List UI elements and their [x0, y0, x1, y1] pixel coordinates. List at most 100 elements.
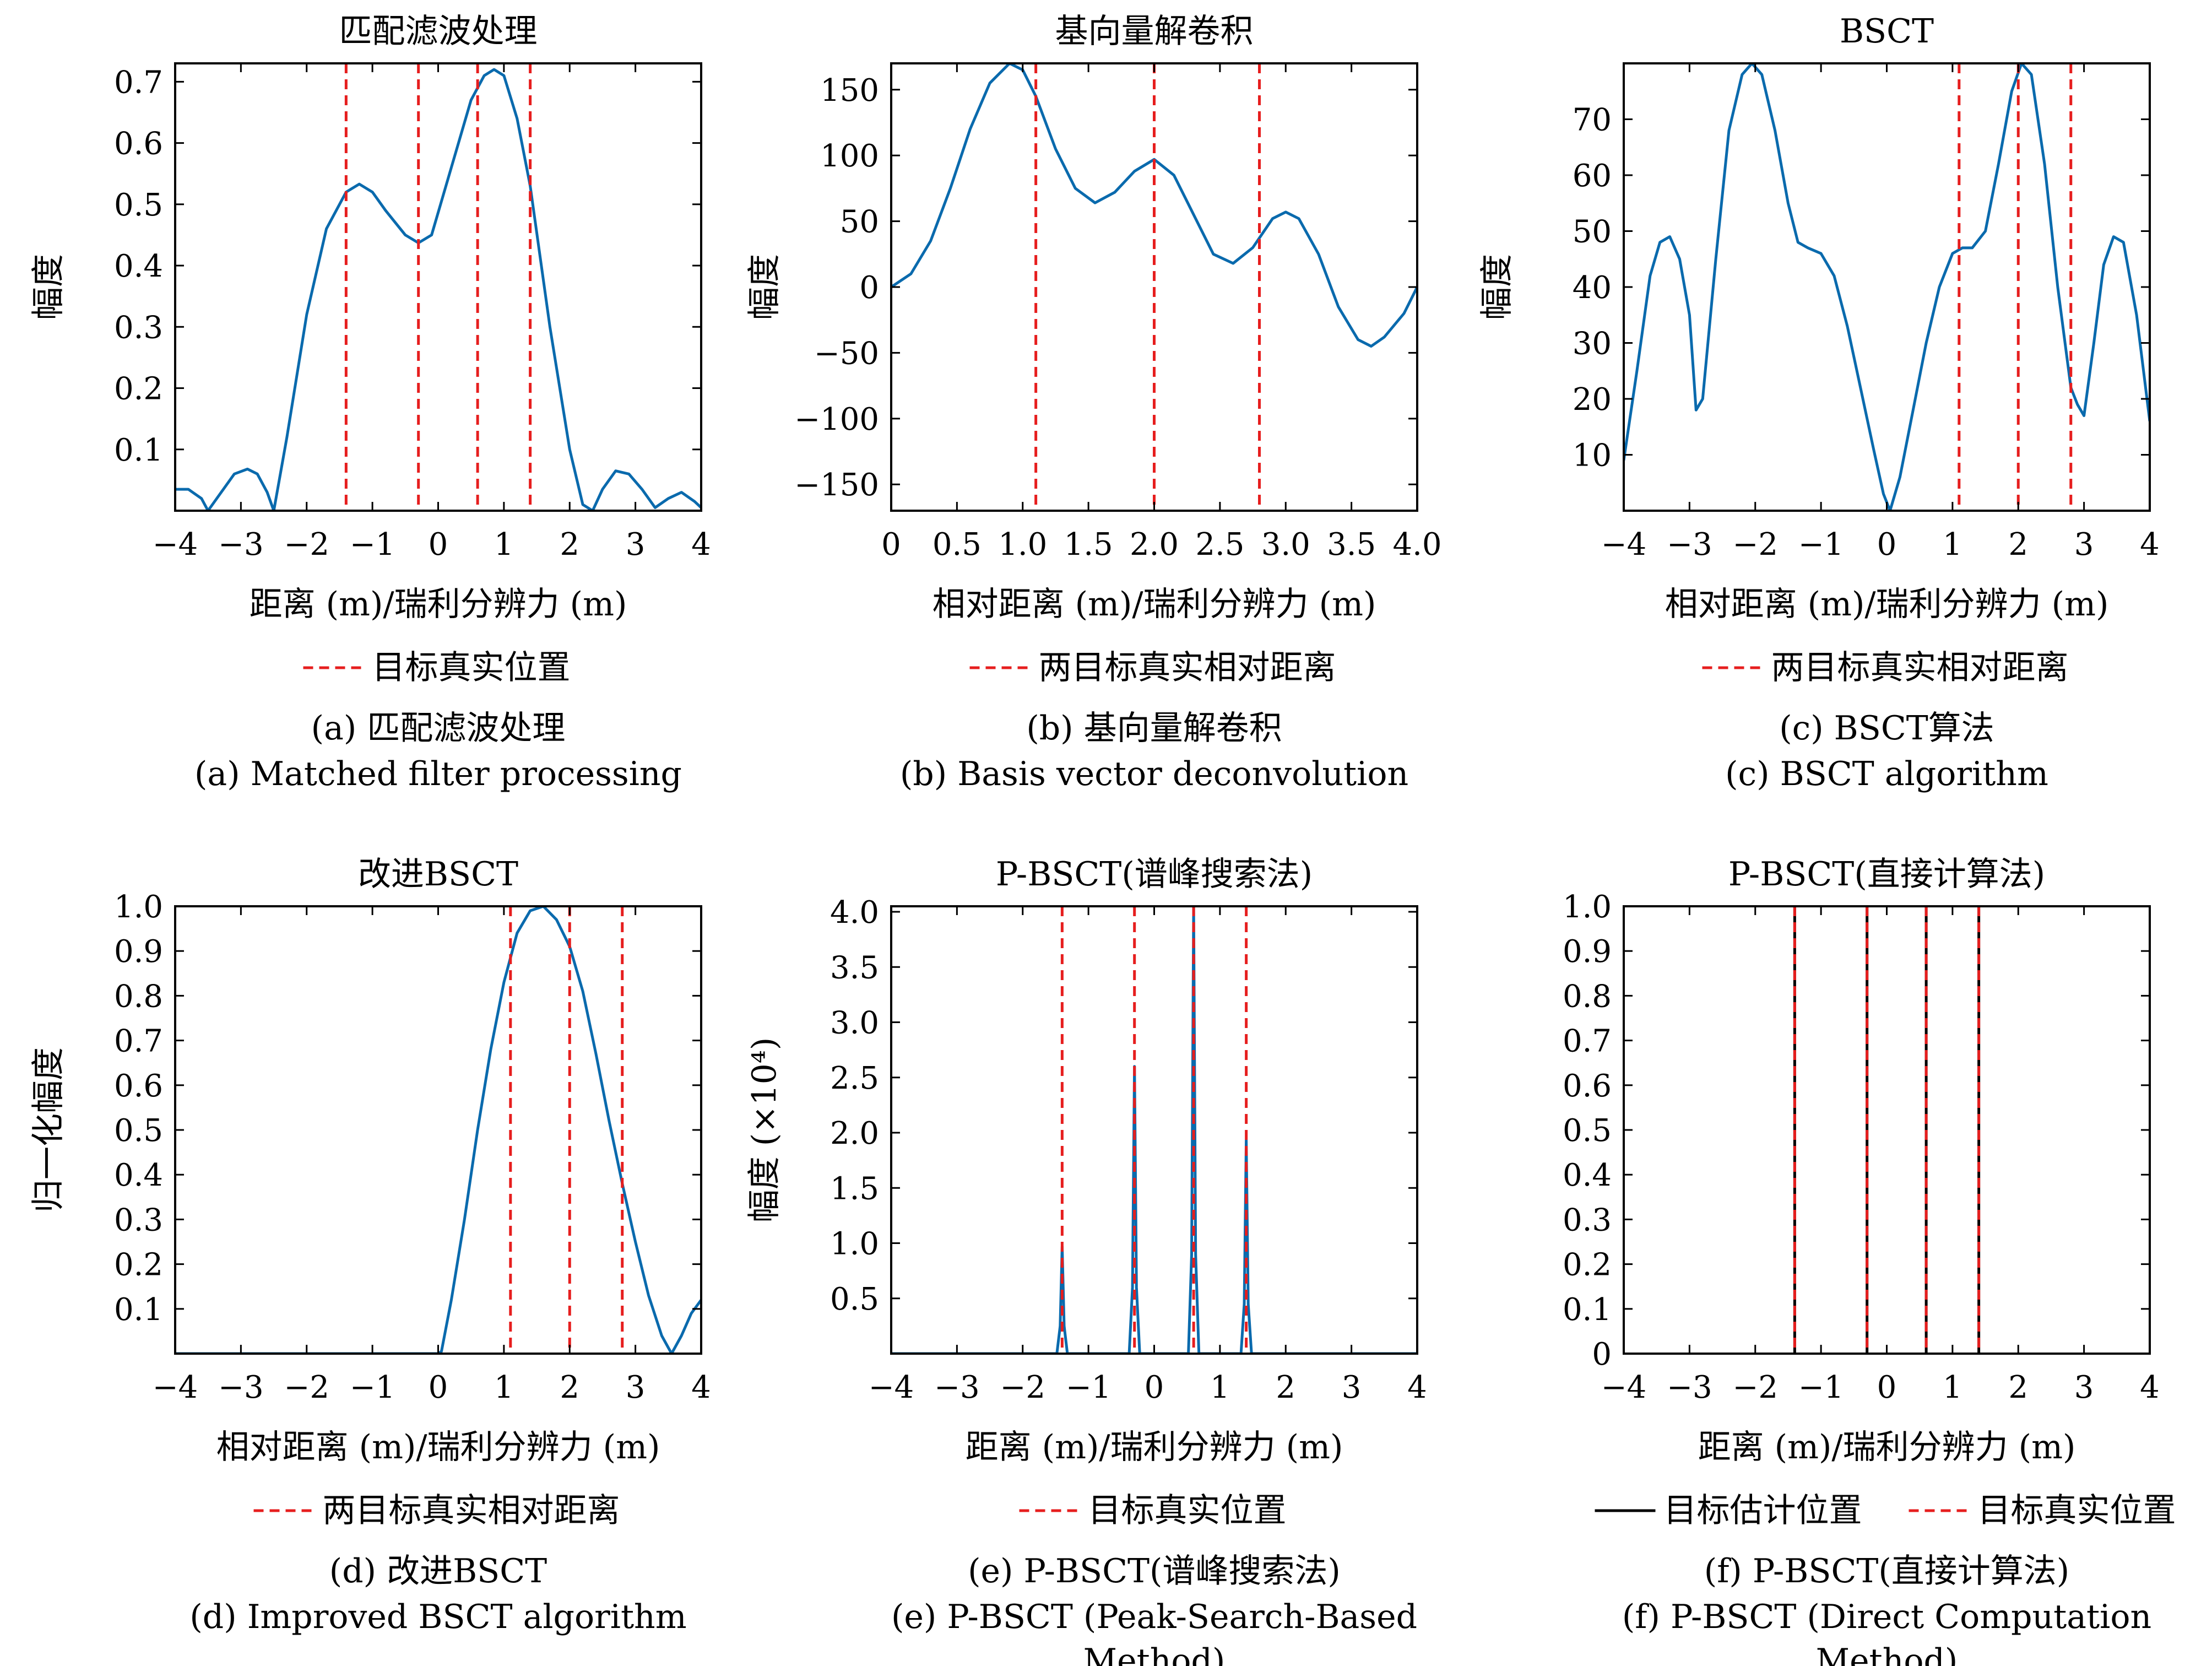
x-tick-label: −1 [1798, 527, 1844, 562]
x-tick-label: 4 [2140, 527, 2160, 562]
x-axis-label: 相对距离 (m)/瑞利分辨力 (m) [1665, 585, 2109, 624]
chart-b: 基向量解卷积 0 0.5 1.0 1.5 2.0 2.5 3.0 3.5 4.0 −150 −100 −… [745, 12, 1442, 793]
legend-item: 两目标真实相对距离 [969, 648, 1336, 687]
chart-e: P-BSCT(谱峰搜索法) −4 −3 −2 −1 0 1 2 3 4 0.5 1.0 1.5 2.0 2.… [745, 855, 1427, 1666]
y-tick-label: 0.9 [114, 934, 163, 970]
x-tick-label: 2 [1276, 1370, 1295, 1405]
caption-en: (f) P-BSCT (Direct Computation [1622, 1598, 2151, 1636]
x-tick-label: 3 [2074, 527, 2094, 562]
x-axis-label: 相对距离 (m)/瑞利分辨力 (m) [932, 585, 1376, 624]
legend-label: 目标真实位置 [1088, 1491, 1287, 1530]
y-tick-label: 2.0 [830, 1116, 879, 1151]
x-tick-label: −4 [153, 527, 198, 562]
x-axis-label: 距离 (m)/瑞利分辨力 (m) [250, 585, 627, 624]
y-axis-label: 幅度 [29, 254, 68, 320]
x-tick-label: 2.0 [1130, 527, 1179, 562]
x-tick-label: 2.5 [1195, 527, 1244, 562]
y-tick-label: 0.2 [114, 371, 163, 407]
x-tick-label: 0 [1877, 527, 1897, 562]
chart-title: 基向量解卷积 [1055, 12, 1254, 51]
y-tick-label: 0 [859, 270, 879, 306]
x-tick-label: −4 [1601, 1370, 1647, 1405]
x-tick-label: 2 [560, 1370, 579, 1405]
y-tick-label: 1.0 [1563, 889, 1612, 925]
x-tick-label: 0.5 [932, 527, 982, 562]
x-axis-label: 距离 (m)/瑞利分辨力 (m) [966, 1428, 1343, 1467]
x-tick-label: −1 [350, 527, 395, 562]
caption-en: (b) Basis vector deconvolution [900, 755, 1408, 793]
y-tick-label: 0.8 [114, 978, 163, 1014]
x-tick-label: −4 [869, 1370, 914, 1405]
x-tick-label: 3 [1342, 1370, 1362, 1405]
y-tick-label: 0.9 [1563, 934, 1612, 970]
legend-label: 两目标真实相对距离 [1039, 648, 1336, 687]
x-tick-label: 0 [429, 1370, 448, 1405]
legend-label: 目标真实位置 [372, 648, 571, 687]
x-tick-label: −3 [1667, 1370, 1712, 1405]
y-tick-label: 0.6 [1563, 1068, 1612, 1104]
legend-label: 两目标真实相对距离 [323, 1491, 620, 1530]
x-tick-label: −4 [1601, 527, 1647, 562]
legend-item: 两目标真实相对距离 [253, 1491, 620, 1530]
x-tick-label: −3 [218, 1370, 264, 1405]
legend-label: 目标估计位置 [1664, 1491, 1862, 1530]
y-tick-label: 0.5 [114, 187, 163, 223]
y-tick-label: 1.0 [114, 889, 163, 925]
legend-item: 目标真实位置 [1019, 1491, 1287, 1530]
axes-frame [890, 905, 1418, 1355]
y-tick-label: 0.3 [1563, 1202, 1612, 1238]
y-tick-label: 60 [1573, 158, 1612, 194]
chart-title: P-BSCT(直接计算法) [1728, 855, 2045, 894]
x-tick-label: −3 [218, 527, 264, 562]
y-tick-label: 0.7 [114, 64, 163, 100]
x-tick-label: −1 [350, 1370, 395, 1405]
y-tick-label: 0.5 [1563, 1113, 1612, 1149]
plot-area [891, 63, 1417, 511]
x-tick-label: −1 [1066, 1370, 1112, 1405]
x-tick-label: 2 [2008, 527, 2028, 562]
chart-f: P-BSCT(直接计算法) −4 −3 −2 −1 0 1 2 3 4 0 0.1 0.2 0.3 0.4 0… [1563, 855, 2176, 1666]
x-tick-label: 0 [1877, 1370, 1897, 1405]
x-tick-label: 3 [626, 527, 646, 562]
y-tick-label: 0.1 [114, 432, 163, 468]
y-tick-label: 0.6 [114, 1068, 163, 1104]
x-tick-label: 3.0 [1261, 527, 1310, 562]
axes-frame [174, 62, 702, 512]
plot-area [891, 906, 1417, 1354]
axes-frame [1623, 905, 2151, 1355]
y-tick-label: 50 [840, 204, 879, 240]
chart-title: BSCT [1840, 12, 1934, 51]
y-tick-label: 0.2 [114, 1247, 163, 1283]
caption-en: (a) Matched filter processing [194, 755, 682, 793]
x-tick-label: −2 [1000, 1370, 1045, 1405]
series-line [891, 906, 1417, 1354]
y-tick-label: 0.4 [114, 1157, 163, 1193]
x-tick-label: 3.5 [1327, 527, 1376, 562]
y-tick-label: −50 [814, 336, 879, 371]
x-tick-label: −1 [1798, 1370, 1844, 1405]
y-axis-label: 归一化幅度 [29, 1047, 68, 1213]
plot-area [175, 906, 701, 1354]
x-tick-label: −2 [1732, 527, 1778, 562]
x-tick-label: −3 [934, 1370, 980, 1405]
y-tick-label: 0.5 [830, 1281, 879, 1317]
y-axis-label: 幅度 (×10⁴) [745, 1037, 784, 1223]
x-axis-label: 相对距离 (m)/瑞利分辨力 (m) [216, 1428, 660, 1467]
x-tick-label: 4 [1407, 1370, 1427, 1405]
y-tick-label: 0.2 [1563, 1247, 1612, 1283]
legend-label: 两目标真实相对距离 [1771, 648, 2069, 687]
y-axis-label: 幅度 [745, 254, 784, 320]
y-tick-label: 0 [1592, 1337, 1612, 1372]
x-tick-label: 4.0 [1392, 527, 1441, 562]
legend-item: 目标估计位置 [1595, 1491, 1862, 1530]
x-tick-label: 2 [2008, 1370, 2028, 1405]
series-line [175, 68, 701, 511]
y-tick-label: 150 [820, 73, 879, 109]
x-tick-label: 2 [560, 527, 579, 562]
y-tick-label: 20 [1573, 382, 1612, 418]
chart-title: 匹配滤波处理 [339, 12, 538, 51]
x-tick-label: 3 [626, 1370, 646, 1405]
y-tick-label: 4.0 [830, 895, 879, 931]
series-line [891, 63, 1417, 348]
